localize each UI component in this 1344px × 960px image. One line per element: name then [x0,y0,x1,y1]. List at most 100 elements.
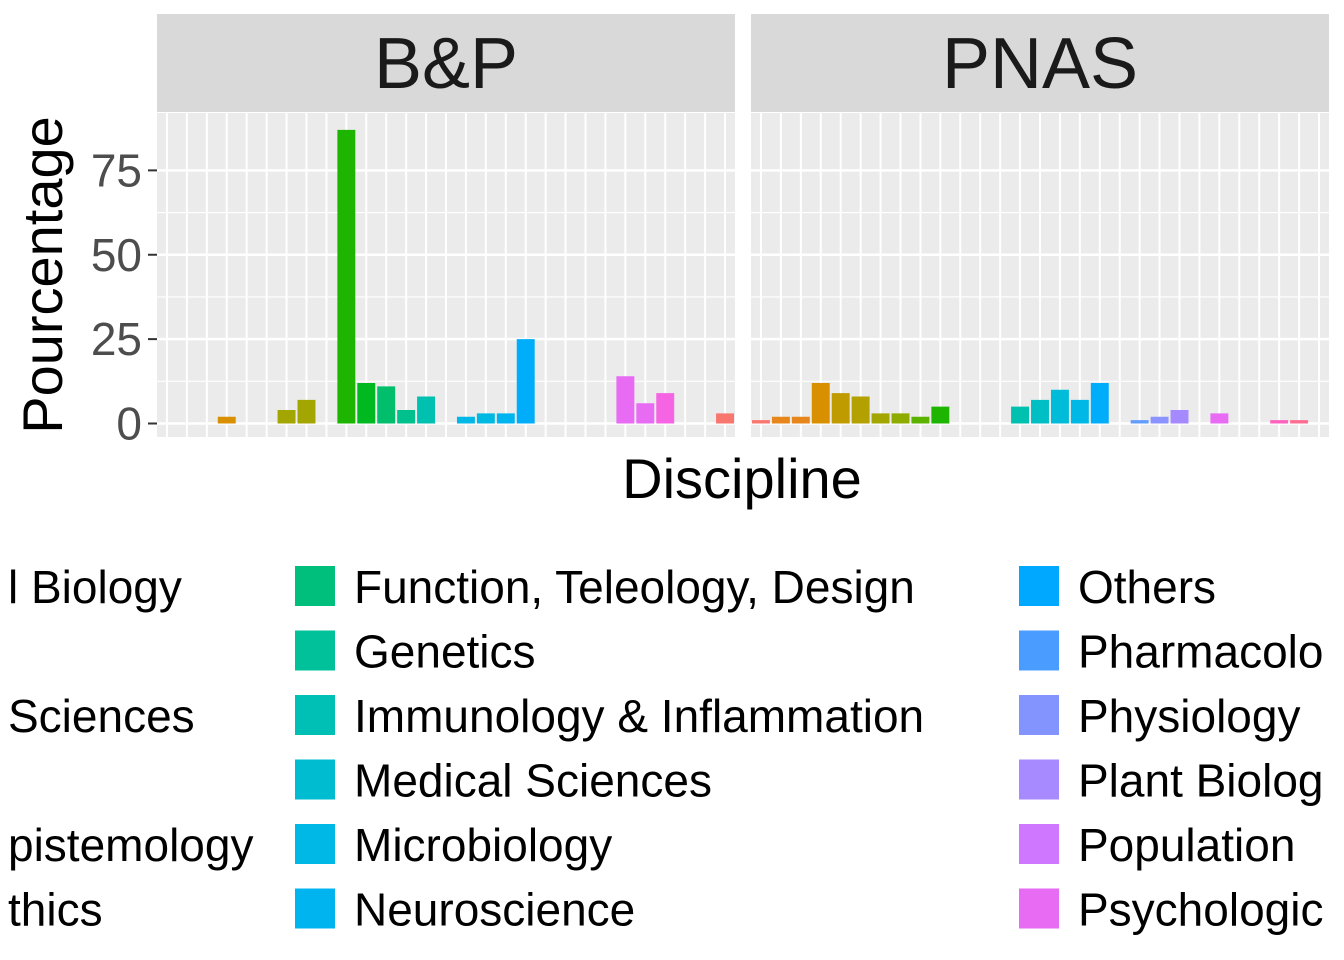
legend-label: Pharmacolo [1078,626,1323,678]
legend-item: Immunology & Inflammation [293,690,924,742]
legend-column: Others Pharmacolo Physiology Plant Biolog Po… [1017,561,1324,936]
bar [871,413,890,424]
bar [476,413,495,424]
legend-key [1017,628,1061,673]
bar [636,403,655,424]
bar [771,416,790,424]
legend-item: Psychologic [1017,884,1323,936]
y-tick-label: 50 [91,229,142,281]
legend-label: Immunology & Inflammation [354,690,924,742]
legend-label: Medical Sciences [354,755,712,807]
bar [716,413,735,424]
bar [891,413,910,424]
bar [1290,420,1309,424]
bar [656,393,675,424]
bar [791,416,810,424]
bar [417,396,436,424]
legend-label: Sciences [8,690,195,742]
legend-item: Neuroscience [293,884,635,936]
panels-layer: B&P PNAS [157,14,1329,437]
legend-label: pistemology [8,819,253,871]
legend-label: Psychologic [1078,884,1323,936]
panel-pnas: PNAS [751,14,1329,437]
legend-key [1017,693,1061,737]
y-axis: 0 25 50 75 [91,144,157,450]
bar [1011,406,1030,424]
bar [911,416,930,424]
legend-item: thics [8,884,103,936]
bar [377,386,396,424]
bar [397,410,416,424]
bar [811,383,830,424]
legend-item: Population [1017,819,1295,871]
y-tick-label: 25 [91,313,142,365]
legend-item: Sciences [8,690,195,742]
legend-key [293,822,337,866]
y-tick-label: 0 [116,398,142,450]
bar [297,399,316,424]
legend-label: Physiology [1078,690,1300,742]
panel-b-p: B&P [157,14,735,437]
bar [516,339,535,424]
bar [1031,399,1049,424]
legend-item: Pharmacolo [1017,626,1323,678]
bar [851,396,870,424]
bar [1090,383,1109,424]
legend-item: Function, Teleology, Design [293,561,915,613]
legend-key [293,886,337,931]
bar [217,416,236,424]
bar [1170,410,1189,424]
legend-label: Plant Biolog [1078,755,1324,807]
legend-item: Microbiology [293,819,612,871]
legend-column: l Biology Sciences pistemology thics [8,561,253,936]
legend-label: Genetics [354,626,536,678]
legend-key [293,693,337,737]
bar [337,129,356,424]
panel-strip-label: B&P [374,24,518,104]
legend-key [293,628,337,673]
legend-column: Function, Teleology, Design Genetics Immun… [293,561,924,936]
bar [496,413,515,424]
bar [456,416,475,424]
bar [831,393,850,424]
bar [1130,420,1149,424]
legend-key [1017,886,1061,931]
legend-item: pistemology [8,819,253,871]
legend-item: Medical Sciences [293,755,712,807]
legend-key [293,757,337,802]
panel-strip [157,14,735,112]
x-axis-title: Discipline [622,447,862,510]
legend-item: Physiology [1017,690,1300,742]
y-axis-title: Pourcentage [11,116,74,434]
bar [931,406,950,424]
legend-label: Neuroscience [354,884,635,936]
legend-label: l Biology [8,561,182,613]
bar [1270,420,1289,424]
bar [616,376,635,424]
legend-key [293,564,337,608]
bar [1070,399,1089,424]
legend-item: Others [1017,561,1216,613]
legend-label: thics [8,884,103,936]
legend-label: Population [1078,819,1295,871]
legend-label: Microbiology [354,819,612,871]
bar [1150,416,1169,424]
legend-key [1017,822,1061,866]
bar [1210,413,1229,424]
panel-strip [751,14,1329,112]
legend-item: Plant Biolog [1017,755,1324,807]
bar [357,383,376,424]
legend-key [1017,757,1061,802]
legend-item: l Biology [8,561,182,613]
legend-label: Others [1078,561,1216,613]
panel-strip-label: PNAS [942,24,1138,104]
legend-key [1017,564,1061,608]
bar [751,420,770,424]
legend-item: Genetics [293,626,536,678]
y-tick-label: 75 [91,144,142,196]
legend-label: Function, Teleology, Design [354,561,915,613]
bar [277,410,296,424]
bar [1050,389,1069,424]
legend: l Biology Sciences pistemology thics Functio… [8,561,1324,936]
